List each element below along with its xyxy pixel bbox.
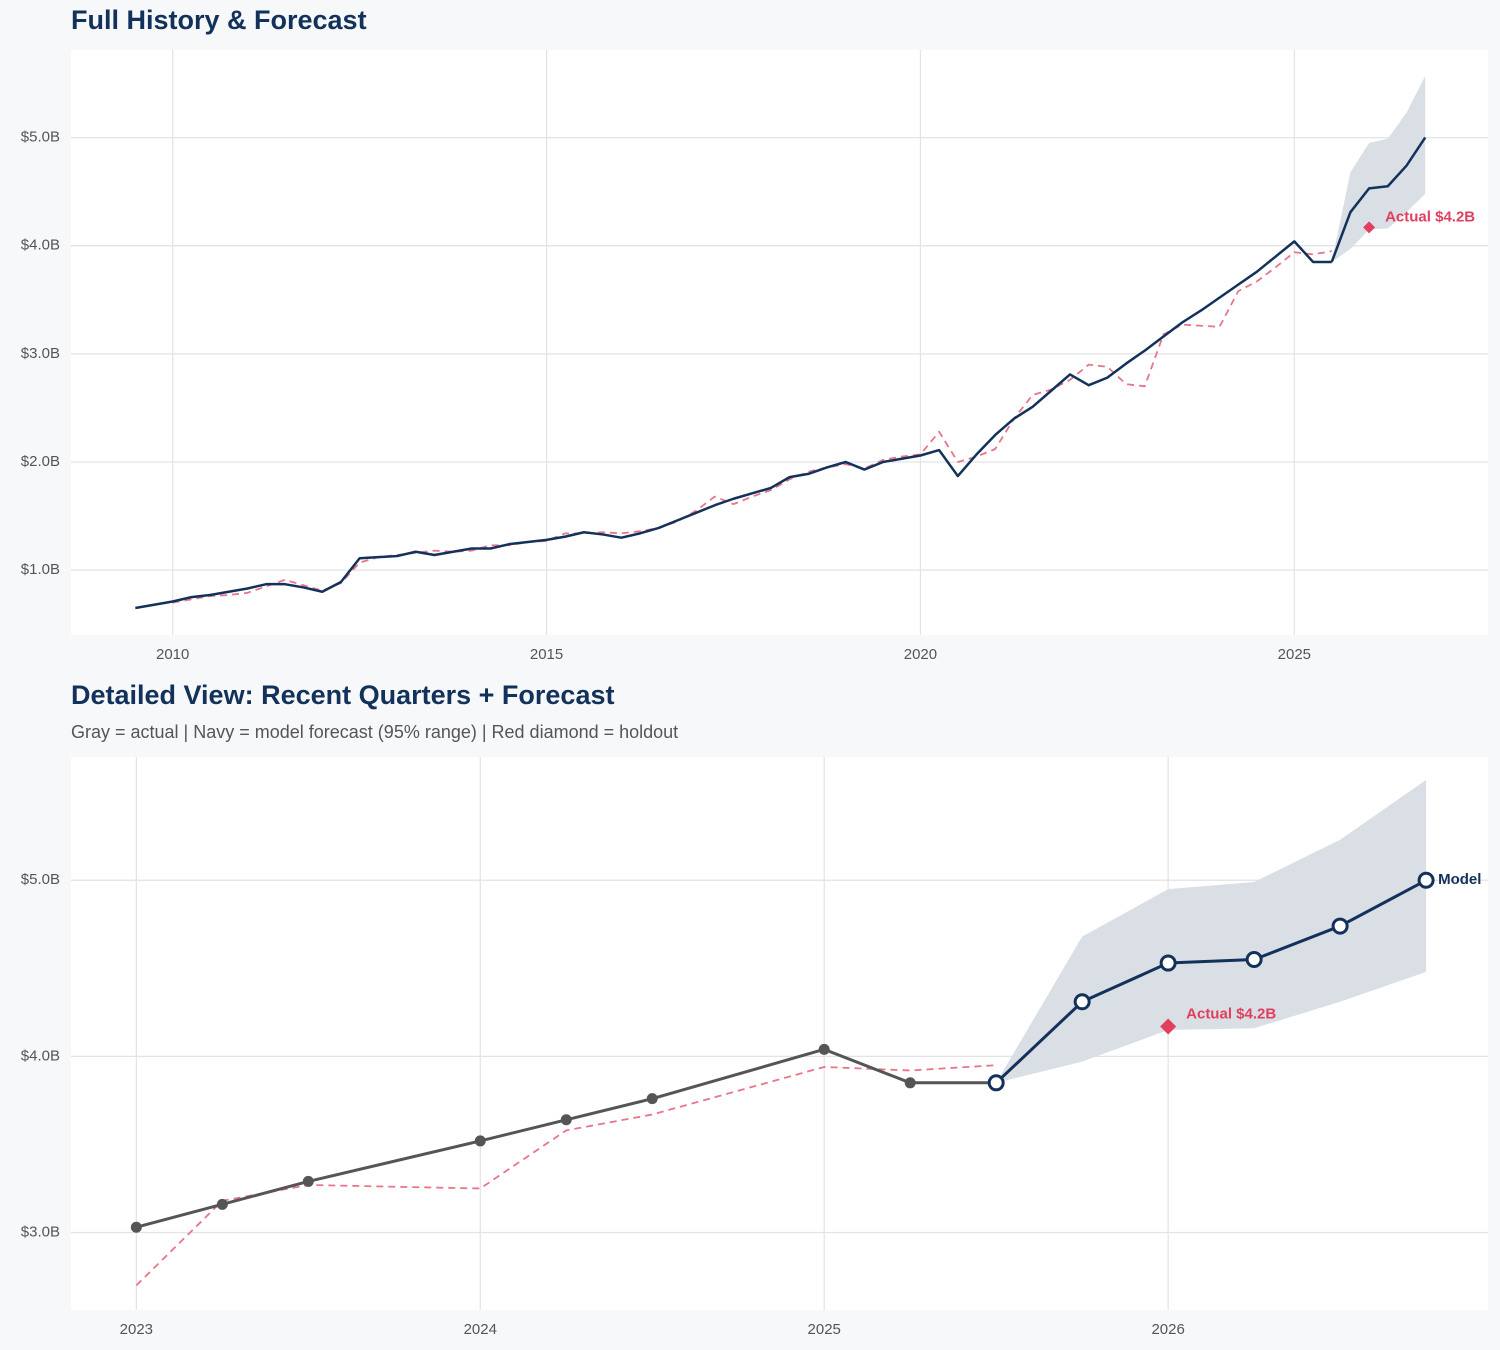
x-tick-label: 2020 [904, 646, 937, 663]
x-tick-label: 2023 [120, 1321, 153, 1338]
x-tick-label: 2010 [156, 646, 189, 663]
actual-marker [646, 1093, 658, 1105]
y-tick-label: $4.0B [21, 237, 60, 254]
holdout-label: Actual $4.2B [1186, 1005, 1276, 1022]
actual-marker [302, 1175, 314, 1187]
y-tick-label: $5.0B [21, 871, 60, 888]
y-tick-label: $5.0B [21, 129, 60, 146]
x-tick-label: 2026 [1151, 1321, 1184, 1338]
y-tick-label: $4.0B [21, 1047, 60, 1064]
actual-marker [216, 1198, 228, 1210]
y-tick-label: $1.0B [21, 561, 60, 578]
y-tick-label: $3.0B [21, 345, 60, 362]
actual-marker [818, 1043, 830, 1055]
x-tick-label: 2025 [1278, 646, 1311, 663]
chart-title: Full History & Forecast [71, 5, 367, 35]
x-tick-label: 2015 [530, 646, 563, 663]
actual-marker [904, 1077, 916, 1089]
forecast-marker [1245, 951, 1263, 969]
forecast-marker [1073, 993, 1091, 1011]
forecast-marker [1331, 917, 1349, 935]
holdout-diamond [1363, 221, 1376, 234]
actual-marker [474, 1135, 486, 1147]
forecast-marker [1417, 871, 1435, 889]
forecast-marker [1159, 954, 1177, 972]
forecast-band [996, 779, 1427, 1083]
x-tick-label: 2024 [464, 1321, 497, 1338]
series-line [1330, 136, 1427, 263]
forecast-band [1331, 75, 1426, 262]
x-tick-label: 2025 [808, 1321, 841, 1338]
chart-title: Detailed View: Recent Quarters + Forecas… [71, 680, 614, 710]
holdout-diamond [1160, 1018, 1177, 1035]
y-tick-label: $3.0B [21, 1223, 60, 1240]
plot-area [71, 50, 1488, 635]
forecast-marker [987, 1074, 1005, 1092]
actual-marker [560, 1114, 572, 1126]
plot-area [71, 757, 1488, 1310]
chart-subtitle: Gray = actual | Navy = model forecast (9… [71, 722, 678, 742]
dashed-line [172, 250, 1332, 604]
end-label: Model [1438, 871, 1481, 888]
holdout-label: Actual $4.2B [1385, 208, 1475, 225]
actual-marker [130, 1221, 142, 1233]
series-line [135, 240, 1332, 610]
y-tick-label: $2.0B [21, 453, 60, 470]
series-line [995, 878, 1427, 1084]
